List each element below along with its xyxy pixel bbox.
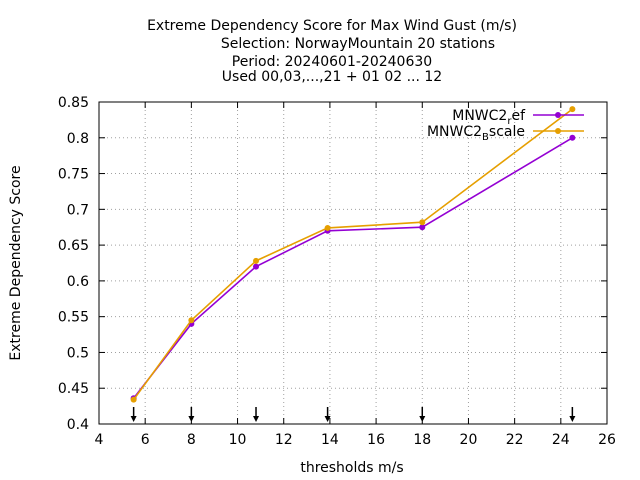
title-line-3: Period: 20240601-20240630 [232, 54, 432, 70]
legend-label: MNWC2ref [452, 108, 526, 127]
series-2-point [324, 224, 331, 231]
title-line-1: Extreme Dependency Score for Max Wind Gu… [147, 18, 517, 34]
series-2-point [130, 396, 137, 403]
x-tick-label: 10 [229, 432, 247, 448]
y-tick-label: 0.85 [58, 95, 89, 111]
threshold-arrow-head [253, 416, 260, 422]
threshold-arrow [253, 407, 260, 422]
legend-label-subscript: B [482, 132, 489, 143]
series-1-point [419, 224, 426, 231]
threshold-arrow-head [130, 416, 137, 422]
x-tick-label: 20 [460, 432, 478, 448]
title-line-4: Used 00,03,...,21 + 01 02 ... 12 [222, 69, 442, 85]
x-tick-label: 22 [506, 432, 524, 448]
series-line-1 [133, 137, 573, 399]
series-line-2 [132, 108, 573, 401]
y-tick-label: 0.75 [58, 167, 89, 183]
y-tick-label: 0.65 [58, 238, 89, 254]
series-2-point [419, 219, 426, 226]
x-tick-label: 16 [367, 432, 385, 448]
threshold-arrow-head [324, 416, 331, 422]
x-tick-label: 6 [141, 432, 150, 448]
series-2-point [188, 317, 195, 324]
threshold-arrows [130, 407, 576, 422]
y-tick-label: 0.7 [67, 202, 89, 218]
series-1-point [253, 263, 260, 270]
threshold-arrow [130, 407, 137, 422]
y-axis-label: Extreme Dependency Score [8, 165, 24, 360]
series-1-point [569, 134, 576, 141]
y-tick-label: 0.45 [58, 381, 89, 397]
legend-label-base: MNWC2 [452, 108, 507, 124]
threshold-arrow [324, 407, 331, 422]
x-tick-label: 12 [275, 432, 293, 448]
series-2-point [253, 257, 260, 264]
x-axis: 4 6 8 10 12 14 16 18 20 22 24 26 [95, 102, 616, 448]
threshold-arrow-head [569, 416, 576, 422]
x-tick-label: 24 [552, 432, 570, 448]
y-axis: 0.4 0.45 0.5 0.55 0.6 0.65 0.7 0.75 0.8 0.85 [58, 95, 607, 433]
y-tick-label: 0.8 [67, 131, 89, 147]
legend-label-subscript: r [507, 116, 512, 127]
x-tick-label: 18 [413, 432, 431, 448]
legend-label-rest: scale [489, 124, 525, 140]
series-2-point [569, 106, 576, 113]
legend-entry-2: MNWC2Bscale [427, 124, 584, 143]
y-tick-label: 0.5 [67, 345, 89, 361]
legend-label-base: MNWC2 [427, 124, 482, 140]
x-tick-label: 26 [598, 432, 616, 448]
legend-entry-1: MNWC2ref [452, 108, 584, 127]
chart-title: Extreme Dependency Score for Max Wind Gu… [147, 18, 517, 85]
series-lines [130, 106, 576, 403]
legend-label-rest: ef [511, 108, 526, 124]
legend-marker-sample [555, 128, 561, 134]
x-tick-label: 8 [187, 432, 196, 448]
x-tick-label: 4 [95, 432, 104, 448]
grid [99, 102, 607, 424]
threshold-arrow [569, 407, 576, 422]
x-axis-label: thresholds m/s [300, 460, 403, 476]
title-line-2: Selection: NorwayMountain 20 stations [221, 36, 495, 52]
y-tick-label: 0.4 [67, 417, 89, 433]
y-tick-label: 0.6 [67, 274, 89, 290]
legend-marker-sample [555, 112, 561, 118]
y-tick-label: 0.55 [58, 310, 89, 326]
legend-label: MNWC2Bscale [427, 124, 525, 143]
x-tick-label: 14 [321, 432, 339, 448]
plot-frame [98, 101, 608, 425]
